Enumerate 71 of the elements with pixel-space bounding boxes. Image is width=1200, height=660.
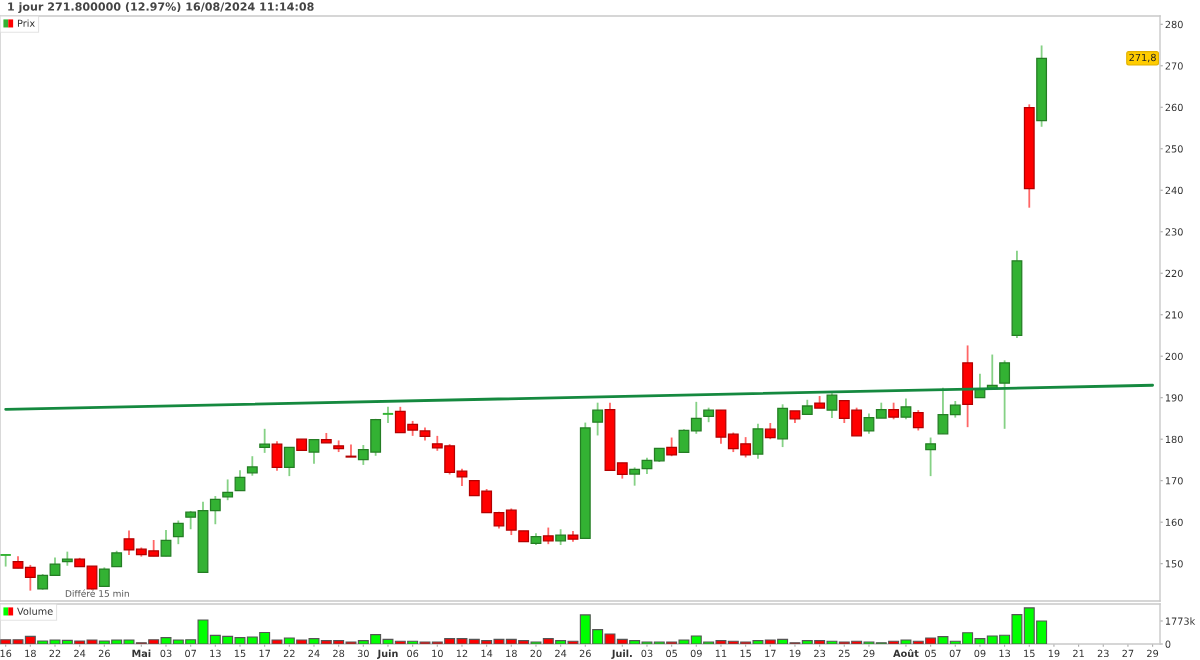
x-tick-label: 30 <box>357 649 369 658</box>
candlestick <box>0 553 12 568</box>
x-tick-label: Mai <box>132 649 151 658</box>
y-tick-label: 250 <box>1165 145 1183 153</box>
x-tick-label: 18 <box>506 649 517 658</box>
x-tick-label: 24 <box>555 649 567 657</box>
x-tick-label: 14 <box>481 649 493 657</box>
legend-label: Prix <box>17 19 35 27</box>
x-tick-label: Juin <box>377 649 398 659</box>
y-tick-label: 210 <box>1165 311 1183 319</box>
x-tick-label: 19 <box>789 649 801 658</box>
x-tick-label: 27 <box>1122 649 1134 657</box>
y-tick-label: 200 <box>1165 352 1183 361</box>
chart-title: 1 jour 271.800000 (12.97%) 16/08/2024 11:14:08 <box>8 2 314 13</box>
x-tick-label: Juil. <box>611 649 632 659</box>
x-tick-label: 24 <box>74 649 86 657</box>
y-tick-label: 0 <box>1165 640 1171 648</box>
x-tick-label: 09 <box>974 649 986 658</box>
annotation: Différé 15 min <box>65 589 129 597</box>
x-tick-label: 13 <box>999 649 1011 658</box>
y-tick-label: 180 <box>1165 435 1183 444</box>
x-tick-label: 23 <box>1097 649 1109 658</box>
candlestick <box>86 565 98 591</box>
x-tick-label: 06 <box>407 649 419 658</box>
y-tick-label: 190 <box>1165 394 1183 402</box>
y-tick-label: 150 <box>1165 560 1183 568</box>
x-tick-label: 20 <box>530 649 542 658</box>
x-tick-label: 05 <box>925 649 936 658</box>
x-tick-label: 10 <box>432 649 443 658</box>
y-tick-label: 170 <box>1165 477 1183 485</box>
y-tick-label: 230 <box>1165 228 1183 236</box>
x-tick-label: 29 <box>1147 649 1159 658</box>
x-tick-label: 15 <box>740 649 751 658</box>
annotation: 271,8 <box>1129 53 1156 63</box>
y-tick-label: 220 <box>1165 269 1183 278</box>
y-tick-label: 160 <box>1165 518 1183 526</box>
x-tick-label: 11 <box>715 649 727 657</box>
y-tick-label: 240 <box>1165 186 1183 195</box>
x-tick-label: 17 <box>765 649 776 657</box>
x-tick-label: 28 <box>333 649 345 658</box>
y-tick-label: 1773k <box>1165 617 1196 625</box>
x-tick-label: 05 <box>666 649 677 658</box>
x-tick-label: 26 <box>579 649 591 658</box>
x-tick-label: 15 <box>234 649 246 658</box>
x-tick-label: 29 <box>863 649 875 658</box>
x-tick-label: 22 <box>283 649 295 657</box>
x-tick-label: 03 <box>641 649 653 658</box>
x-tick-label: 07 <box>949 649 961 658</box>
x-tick-label: 26 <box>98 649 110 658</box>
candlestick <box>345 443 357 458</box>
legend-label: Volume <box>17 607 53 615</box>
x-tick-label: 03 <box>160 649 172 658</box>
x-tick-label: 21 <box>1073 649 1084 657</box>
x-tick-label: 07 <box>185 649 197 658</box>
x-tick-label: 15 <box>1024 649 1035 658</box>
x-tick-label: 22 <box>49 649 61 657</box>
x-tick-label: 23 <box>814 649 826 658</box>
x-tick-label: 16 <box>0 649 12 658</box>
x-tick-label: 19 <box>1048 649 1060 658</box>
x-tick-label: 24 <box>308 649 320 657</box>
x-tick-label: Août <box>893 649 919 658</box>
y-tick-label: 270 <box>1165 62 1183 70</box>
x-tick-label: 18 <box>25 649 36 658</box>
x-tick-label: 09 <box>690 649 702 658</box>
x-tick-label: 17 <box>259 649 271 657</box>
y-tick-label: 260 <box>1165 103 1183 112</box>
candlestick <box>381 405 395 424</box>
x-tick-label: 25 <box>838 649 850 658</box>
x-tick-label: 13 <box>210 649 221 658</box>
y-tick-label: 280 <box>1165 20 1183 29</box>
x-tick-label: 12 <box>456 649 468 657</box>
